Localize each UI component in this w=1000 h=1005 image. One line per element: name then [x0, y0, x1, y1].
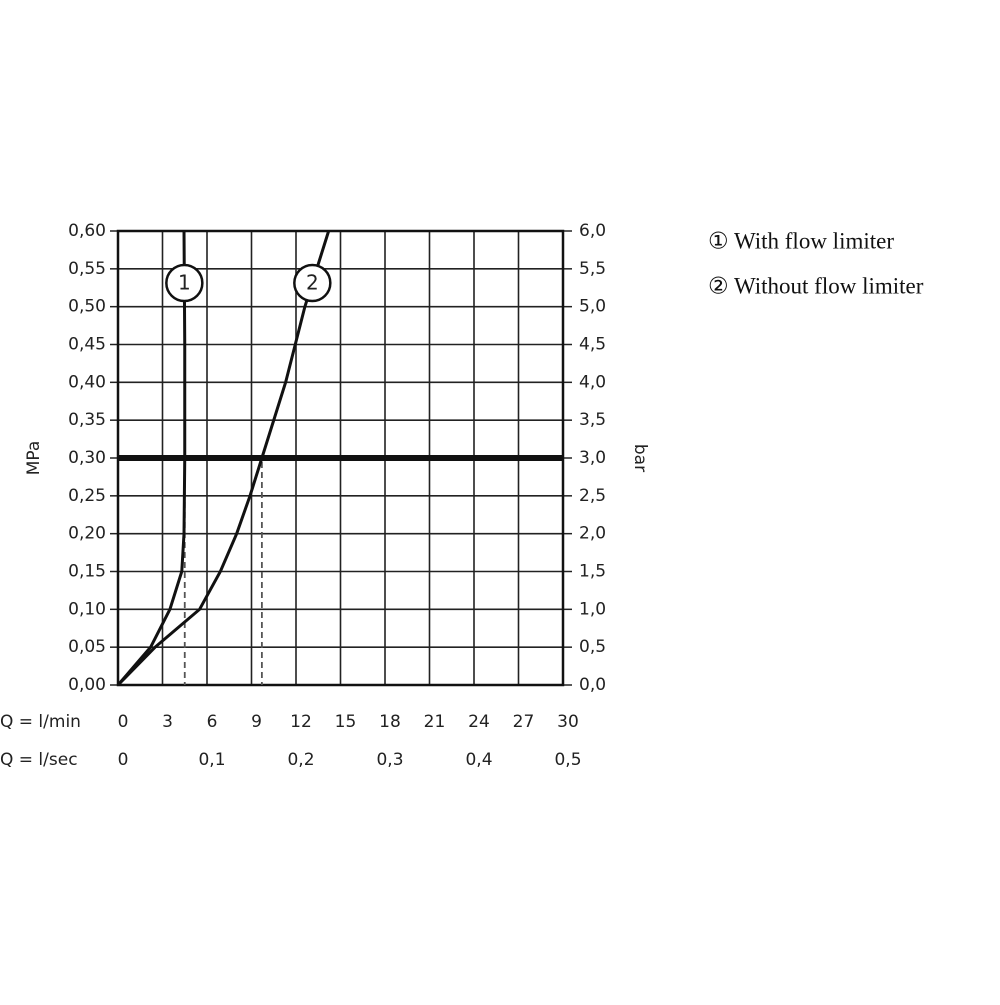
y2-tick-label: 0,0 [579, 675, 606, 695]
x2-tick-label: 0 [118, 750, 129, 770]
x-tick-label: 24 [468, 712, 490, 732]
curve-label: 1 [178, 271, 191, 295]
y2-axis-title: bar [630, 444, 650, 472]
curve [116, 230, 331, 687]
y2-tick-label: 3,5 [579, 410, 606, 430]
y2-tick-label: 4,0 [579, 372, 606, 392]
y-tick-label: 0,35 [68, 410, 106, 430]
y-tick-label: 0,30 [68, 448, 106, 468]
y-tick-label: 0,40 [68, 372, 106, 392]
x2-tick-label: 0,1 [198, 750, 225, 770]
x2-axis-title: Q = l/sec [0, 750, 78, 770]
y2-tick-label: 1,0 [579, 599, 606, 619]
y2-tick-label: 3,0 [579, 448, 606, 468]
y2-tick-label: 1,5 [579, 562, 606, 582]
x-axis-title: Q = l/min [0, 712, 81, 732]
x2-tick-label: 0,4 [465, 750, 492, 770]
curve-label-circle [165, 263, 204, 303]
x2-tick-label: 0,5 [554, 750, 581, 770]
y2-tick-label: 5,0 [579, 297, 606, 317]
y-tick-label: 0,50 [68, 297, 106, 317]
y2-tick-label: 4,5 [579, 335, 606, 355]
y2-tick-label: 2,5 [579, 486, 606, 506]
x-tick-label: 3 [162, 712, 173, 732]
curve [116, 230, 187, 686]
curve-label: 2 [306, 271, 319, 295]
x-tick-label: 6 [207, 712, 218, 732]
x-tick-label: 18 [379, 712, 401, 732]
x2-tick-label: 0,2 [287, 750, 314, 770]
x-tick-label: 27 [513, 712, 535, 732]
y-tick-label: 0,10 [68, 599, 106, 619]
legend-entry: ② Without flow limiter [708, 273, 924, 298]
y2-tick-label: 6,0 [579, 221, 606, 241]
y2-tick-label: 0,5 [579, 637, 606, 657]
curve-label-circle [293, 263, 332, 303]
y-axis-title: MPa [24, 441, 44, 476]
legend-entry: ① With flow limiter [708, 228, 894, 253]
x-tick-label: 12 [290, 712, 312, 732]
y-tick-label: 0,60 [68, 221, 106, 241]
x-tick-label: 30 [557, 712, 579, 732]
y-tick-label: 0,55 [68, 259, 106, 279]
y-tick-label: 0,20 [68, 524, 106, 544]
y2-tick-label: 2,0 [579, 524, 606, 544]
y-tick-label: 0,45 [68, 335, 106, 355]
y-tick-label: 0,15 [68, 562, 106, 582]
x-tick-label: 0 [118, 712, 129, 732]
x-tick-label: 15 [335, 712, 357, 732]
x2-tick-label: 0,3 [376, 750, 403, 770]
y-tick-label: 0,05 [68, 637, 106, 657]
x-tick-label: 9 [251, 712, 262, 732]
y-tick-label: 0,25 [68, 486, 106, 506]
y2-tick-label: 5,5 [579, 259, 606, 279]
y-tick-label: 0,00 [68, 675, 106, 695]
x-tick-label: 21 [424, 712, 446, 732]
